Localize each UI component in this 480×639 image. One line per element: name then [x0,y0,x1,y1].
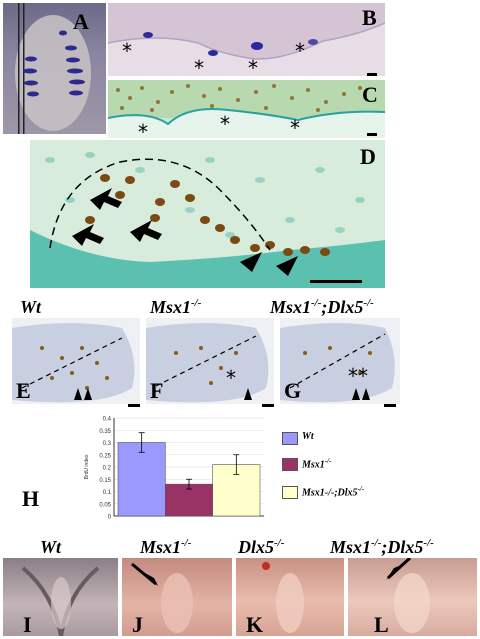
legend-swatch-wt [282,432,298,445]
genotype-double-dlx5-sup: -/- [363,297,374,309]
panel-a-embryo-image: A [3,3,106,134]
scale-bar-b [367,73,377,76]
section-f-tissue [146,323,269,403]
genotype-msx1-sup: -/- [191,297,202,309]
y-tick-label: 0.25 [99,453,111,459]
genotype-label-wt-top: Wt [20,298,41,316]
legend-swatch-double [282,486,298,499]
legend-label-msx1-text: Msx1 [302,459,325,471]
legend-label-double-sup: -/- [357,485,365,493]
section-c-tissue [108,80,385,138]
genotype-label-dlx5-bottom: Dlx5-/- [238,537,285,557]
embryo-j-illustration [131,562,193,633]
scale-bar-e [128,404,140,407]
embryo-l-illustration [386,558,430,633]
asterisk-c1: * [138,120,148,138]
genotype-double-bottom-msx1-sup: -/- [371,537,382,549]
scale-bar-f [262,404,274,407]
asterisk-b2: * [194,56,204,76]
section-d-tissue [30,152,385,288]
genotype-wt-bottom-text: Wt [40,537,62,557]
panel-label-e: E [16,378,31,403]
embryo-i-illustration [21,566,100,636]
genotype-double-msx1-sup: -/- [311,297,322,309]
y-tick-label: 0 [108,515,112,521]
panel-label-a: A [73,9,89,34]
y-tick-label: 0.15 [99,478,111,484]
double-asterisk-g: ** [348,364,368,388]
genotype-msx1-bottom-text: Msx1 [140,537,182,557]
genotype-dlx5-bottom-sup: -/- [274,537,285,549]
legend-swatch-msx1 [282,458,298,471]
scale-bar-d [310,280,362,283]
genotype-dlx5-bottom-text: Dlx5 [238,537,274,557]
bar-0 [117,442,166,517]
legend-label-double-text: Msx1-/-;Dlx5 [302,487,358,499]
section-g-tissue [280,323,395,403]
scale-bar-g [384,404,396,407]
legend-label-wt-text: Wt [302,431,314,442]
y-tick-label: 0.4 [103,417,112,423]
section-e-tissue [12,323,135,403]
y-tick-label: 0.05 [99,502,111,508]
panel-label-g: G [284,378,302,403]
panel-c-section: * * * C [108,80,385,138]
genotype-msx1-bottom-sup: -/- [181,537,192,549]
bar-1 [165,483,213,517]
genotype-label-wt-bottom: Wt [40,538,61,556]
panel-label-b: B [362,5,377,30]
genotype-double-msx1-text: Msx1 [270,297,312,317]
panel-label-c: C [362,82,378,107]
genotype-wt-text: Wt [20,297,42,317]
asterisk-b3: * [248,56,258,76]
embryo-k-illustration [262,562,304,633]
legend-label-msx1: Msx1-/- [302,457,331,470]
panel-d-section: D [30,140,385,288]
asterisk-c2: * [220,112,230,136]
panel-e-section: E [12,318,140,404]
y-tick-label: 0.2 [103,466,112,472]
genotype-msx1-text: Msx1 [150,297,192,317]
panel-k-photo: K [236,558,344,636]
scale-bar-c [367,133,377,136]
panel-label-f: F [150,378,164,403]
asterisk-f: * [226,366,236,390]
panel-label-k: K [246,612,264,636]
embryo-whole-mount-illustration [15,3,91,134]
panel-label-d: D [360,144,376,169]
genotype-label-msx1-bottom: Msx1-/- [140,537,192,557]
genotype-double-sep: ; [321,297,328,317]
panel-l-photo: L [348,558,477,636]
genotype-double-bottom-msx1-text: Msx1 [330,537,372,557]
legend-label-double: Msx1-/-;Dlx5-/- [302,485,364,498]
panel-label-j: J [132,612,143,636]
legend-label-wt: Wt [302,431,314,442]
legend-label-msx1-sup: -/- [324,457,332,465]
y-tick-label: 0.1 [103,490,112,496]
panel-g-section: ** G [280,318,400,404]
genotype-double-dlx5-text: Dlx5 [327,297,364,317]
genotype-double-bottom-dlx5-sup: -/- [423,537,434,549]
genotype-double-bottom-sep: ; [381,537,388,557]
brdu-index-bar-chart: 0 0.05 0.1 0.15 0.2 0.25 0.3 0.35 0.4 BrdU index [84,417,264,521]
genotype-label-double-top: Msx1-/-;Dlx5-/- [270,297,374,317]
y-tick-label: 0.3 [103,441,112,447]
panel-f-section: * F [146,318,274,404]
panel-i-photo: I [3,558,118,636]
section-b-tissue [108,3,385,60]
panel-b-section: * * * * B [108,3,385,76]
asterisk-b1: * [122,39,132,63]
genotype-label-msx1-top: Msx1-/- [150,297,202,317]
asterisk-b4: * [295,39,305,63]
panel-label-i: I [23,612,32,636]
y-tick-label: 0.35 [99,429,111,435]
panel-j-photo: J [122,558,232,636]
panel-label-h: H [22,486,40,511]
y-axis-label: BrdU index [84,454,90,479]
genotype-label-double-bottom: Msx1-/-;Dlx5-/- [330,537,434,557]
genotype-double-bottom-dlx5-text: Dlx5 [387,537,424,557]
asterisk-c3: * [290,116,300,138]
panel-label-l: L [374,612,389,636]
